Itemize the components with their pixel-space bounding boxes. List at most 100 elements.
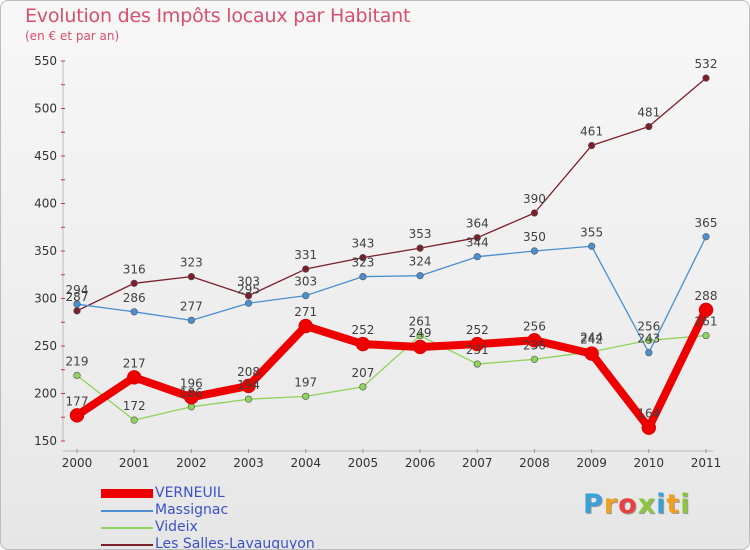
legend-label: Massignac [155, 502, 229, 518]
data-point-les-salles-lavauguyon [73, 307, 81, 315]
y-tick-label: 150 [34, 434, 57, 448]
data-label-les-salles-lavauguyon: 331 [294, 248, 317, 262]
data-point-verneuil [355, 336, 371, 352]
chart-subtitle: (en € et par an) [25, 29, 120, 43]
data-label-les-salles-lavauguyon: 532 [695, 57, 718, 71]
data-point-massignac [187, 316, 195, 324]
data-point-les-salles-lavauguyon [416, 244, 424, 252]
data-label-videix: 231 [466, 343, 489, 357]
x-tick-label: 2008 [519, 456, 550, 470]
data-point-massignac [416, 272, 424, 280]
y-tick-label: 450 [34, 149, 57, 163]
data-label-verneuil: 177 [66, 394, 89, 408]
x-tick-label: 2005 [348, 456, 379, 470]
data-label-les-salles-lavauguyon: 343 [351, 237, 374, 251]
legend-item: VERNEUIL [97, 485, 397, 502]
data-point-verneuil [184, 390, 199, 405]
data-label-les-salles-lavauguyon: 364 [466, 217, 489, 231]
data-label-massignac: 355 [580, 225, 603, 239]
data-label-verneuil: 196 [180, 376, 203, 390]
logo-letter: i [656, 489, 667, 520]
legend-swatch [101, 510, 153, 512]
data-point-les-salles-lavauguyon [530, 209, 539, 217]
data-label-les-salles-lavauguyon: 303 [237, 275, 260, 289]
data-label-videix: 186 [180, 386, 203, 400]
data-point-verneuil [126, 370, 142, 385]
logo-letter: r [603, 489, 619, 520]
data-label-videix: 194 [237, 378, 260, 392]
data-point-videix [530, 355, 539, 363]
data-point-massignac [473, 253, 481, 261]
data-label-verneuil: 288 [695, 289, 718, 303]
data-label-massignac: 295 [237, 282, 260, 296]
data-label-verneuil: 208 [237, 365, 260, 379]
data-point-verneuil [298, 318, 313, 334]
y-tick-label: 200 [34, 387, 57, 401]
logo-letter: x [637, 489, 657, 520]
data-point-les-salles-lavauguyon [473, 234, 481, 242]
series-line-massignac [76, 236, 707, 354]
data-label-les-salles-lavauguyon: 316 [123, 262, 146, 276]
y-tick-label: 550 [34, 54, 57, 68]
data-label-verneuil: 217 [123, 356, 146, 370]
data-point-videix [645, 336, 653, 344]
proxiti-logo: Proxiti [583, 489, 691, 520]
data-label-massignac: 344 [466, 236, 489, 250]
legend-swatch [101, 544, 153, 546]
legend-swatch [101, 527, 153, 529]
data-point-massignac [359, 273, 367, 281]
logo-letter: t [666, 489, 681, 520]
series-line-videix [76, 334, 707, 421]
data-point-massignac [702, 233, 710, 241]
y-tick-label: 300 [34, 292, 57, 306]
x-tick-label: 2000 [62, 456, 93, 470]
legend-item: Videix [97, 519, 397, 536]
data-label-les-salles-lavauguyon: 323 [180, 256, 203, 270]
data-label-massignac: 365 [695, 216, 718, 230]
y-tick-label: 350 [34, 244, 57, 258]
legend-label: VERNEUIL [155, 485, 225, 501]
data-point-videix [244, 395, 253, 403]
data-label-massignac: 303 [294, 275, 317, 289]
data-point-verneuil [412, 339, 428, 355]
data-label-videix: 172 [123, 399, 146, 413]
data-point-les-salles-lavauguyon [645, 122, 653, 131]
data-point-verneuil [241, 378, 256, 394]
data-point-les-salles-lavauguyon [130, 279, 138, 287]
data-label-les-salles-lavauguyon: 481 [637, 106, 660, 120]
data-label-massignac: 277 [180, 299, 203, 313]
series-line-les-salles-lavauguyon [76, 77, 707, 312]
data-label-videix: 261 [695, 315, 718, 329]
data-label-verneuil: 252 [466, 323, 489, 337]
data-label-massignac: 324 [409, 255, 432, 269]
x-tick-label: 2007 [462, 456, 493, 470]
logo-letter: i [680, 489, 691, 520]
legend-item: Les Salles-Lavauguyon [97, 536, 397, 549]
data-point-massignac [645, 349, 653, 357]
logo-letter: o [618, 489, 638, 520]
x-tick-label: 2004 [290, 456, 321, 470]
legend-swatch [101, 489, 153, 498]
data-point-verneuil [584, 346, 599, 361]
data-point-videix [73, 371, 81, 380]
x-tick-label: 2002 [176, 456, 207, 470]
data-label-verneuil: 249 [409, 326, 432, 340]
data-point-les-salles-lavauguyon [588, 141, 596, 150]
data-label-massignac: 294 [66, 283, 89, 297]
data-label-videix: 219 [66, 354, 89, 368]
y-tick-label: 400 [34, 197, 57, 211]
data-point-videix [130, 416, 138, 424]
data-point-verneuil [470, 336, 485, 352]
x-tick-label: 2010 [634, 456, 665, 470]
data-point-massignac [130, 308, 138, 316]
data-point-massignac [302, 292, 310, 300]
series-line-verneuil [73, 305, 710, 432]
x-tick-label: 2006 [405, 456, 436, 470]
chart-title: Evolution des Impôts locaux par Habitant [25, 5, 411, 27]
data-label-les-salles-lavauguyon: 353 [409, 227, 432, 241]
data-point-massignac [588, 242, 596, 250]
y-tick-label: 250 [34, 339, 57, 353]
data-point-massignac [73, 300, 81, 308]
